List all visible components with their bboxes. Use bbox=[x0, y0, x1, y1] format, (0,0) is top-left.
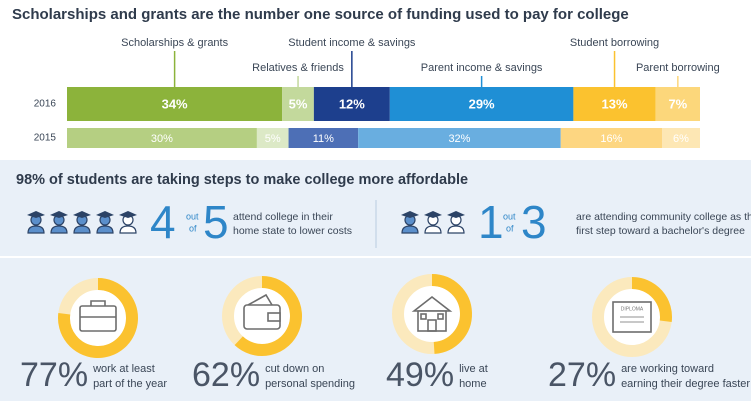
bar-segment bbox=[313, 87, 390, 121]
stat-text: part of the year bbox=[93, 378, 167, 390]
stat-text: work at least bbox=[92, 363, 155, 375]
data-label: 12% bbox=[339, 96, 365, 111]
data-label: 32% bbox=[448, 133, 470, 145]
bar-segment bbox=[282, 87, 314, 121]
bar-segment bbox=[573, 87, 656, 121]
section-heading: 98% of students are taking steps to make… bbox=[16, 172, 468, 188]
bar-segment bbox=[288, 128, 359, 148]
data-label: 11% bbox=[313, 133, 334, 145]
stat-percent: 49% bbox=[386, 356, 454, 394]
data-label: 16% bbox=[600, 133, 622, 145]
legend-label: Student income & savings bbox=[288, 37, 416, 49]
stat-text: personal spending bbox=[265, 378, 355, 390]
legend-label: Scholarships & grants bbox=[121, 37, 228, 49]
donut-arc bbox=[431, 274, 472, 354]
y-tick-label: 2016 bbox=[34, 99, 57, 110]
fraction-text: home state to lower costs bbox=[233, 225, 352, 237]
fraction-connector: out bbox=[503, 211, 516, 221]
y-tick-label: 2015 bbox=[34, 133, 57, 144]
stat-text: live at bbox=[459, 363, 488, 375]
fraction-connector: of bbox=[506, 223, 514, 233]
stat-percent: 77% bbox=[20, 356, 88, 394]
fraction-numerator: 1 bbox=[478, 196, 504, 248]
data-label: 30% bbox=[151, 133, 173, 145]
donut-arc bbox=[58, 278, 138, 358]
stat-text: are working toward bbox=[621, 363, 714, 375]
fraction-text: first step toward a bachelor's degree bbox=[576, 225, 745, 237]
diploma-text: DIPLOMA bbox=[621, 306, 644, 312]
stat-percent: 27% bbox=[548, 356, 616, 394]
data-label: 6% bbox=[673, 133, 689, 145]
bar-segment bbox=[655, 87, 700, 121]
diploma-icon bbox=[612, 301, 652, 333]
fraction-denominator: 5 bbox=[203, 196, 229, 248]
stat-text: home bbox=[459, 378, 487, 390]
legend-label: Relatives & friends bbox=[252, 62, 344, 74]
legend-label: Parent income & savings bbox=[421, 62, 543, 74]
fraction-numerator: 4 bbox=[150, 196, 176, 248]
bar-segment bbox=[67, 87, 283, 121]
data-label: 5% bbox=[289, 96, 308, 111]
data-label: 7% bbox=[668, 96, 687, 111]
stat-text: earning their degree faster bbox=[621, 378, 750, 390]
briefcase-icon bbox=[79, 300, 117, 332]
bar-segment bbox=[560, 128, 663, 148]
wallet-icon bbox=[243, 293, 281, 330]
data-label: 13% bbox=[602, 96, 628, 111]
data-label: 29% bbox=[469, 96, 495, 111]
chart-title: Scholarships and grants are the number o… bbox=[12, 6, 629, 23]
fraction-connector: of bbox=[189, 223, 197, 233]
donut-arc bbox=[234, 276, 302, 356]
data-label: 5% bbox=[265, 133, 281, 145]
data-label: 34% bbox=[162, 96, 188, 111]
donut-arc bbox=[631, 277, 672, 323]
stacked-bars: 2016 34% Scholarships & grants 5% Relatives … bbox=[34, 37, 720, 148]
bar-segment bbox=[389, 87, 574, 121]
fraction-text: attend college in their bbox=[233, 211, 333, 223]
legend-label: Student borrowing bbox=[570, 37, 659, 49]
house-icon bbox=[411, 295, 453, 332]
bar-segment bbox=[67, 128, 257, 148]
fraction-text: are attending community college as the bbox=[576, 211, 751, 223]
bar-segment bbox=[358, 128, 561, 148]
bar-segment bbox=[256, 128, 289, 148]
legend-label: Parent borrowing bbox=[636, 62, 720, 74]
stat-percent: 62% bbox=[192, 356, 260, 394]
bar-segment bbox=[662, 128, 700, 148]
stat-text: cut down on bbox=[265, 363, 324, 375]
fraction-connector: out bbox=[186, 211, 199, 221]
fraction-denominator: 3 bbox=[521, 196, 547, 248]
